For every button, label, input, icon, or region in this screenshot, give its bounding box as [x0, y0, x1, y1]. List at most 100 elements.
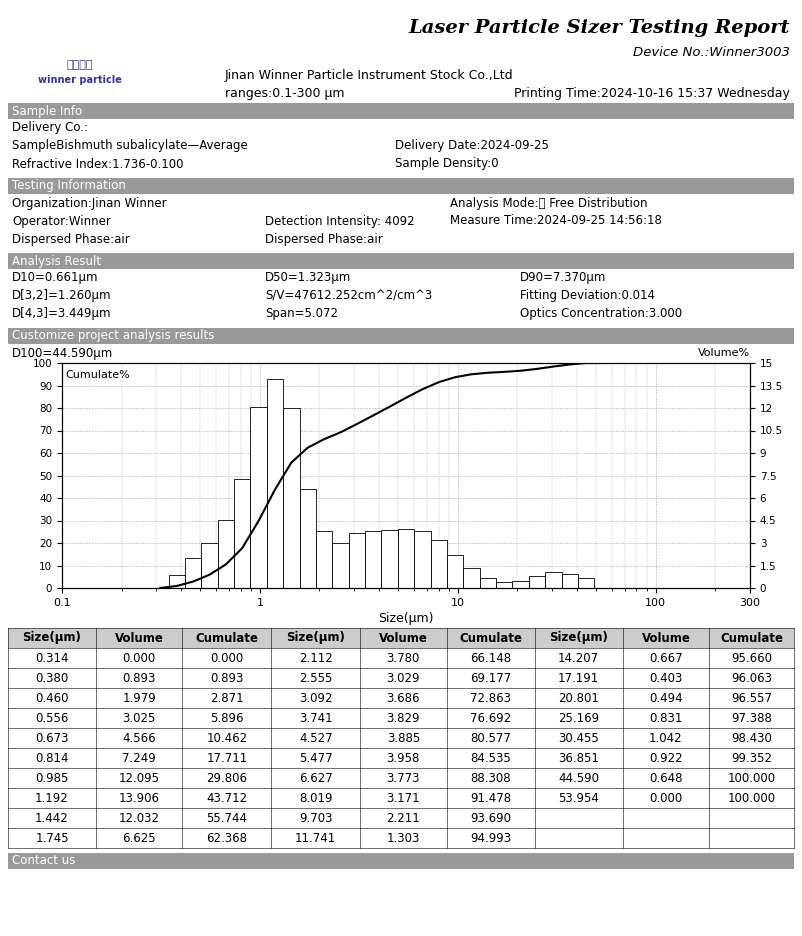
Bar [398, 529, 414, 588]
Bar [8, 328, 794, 344]
Text: 9.703: 9.703 [299, 812, 333, 825]
Text: 5.477: 5.477 [299, 752, 333, 765]
Bar [234, 479, 250, 588]
Text: D100=44.590μm: D100=44.590μm [12, 346, 113, 359]
Bar [316, 532, 332, 588]
Text: Sample Info: Sample Info [12, 105, 82, 118]
Bar [414, 532, 431, 588]
Text: 96.557: 96.557 [731, 692, 772, 705]
Text: 91.478: 91.478 [470, 792, 511, 805]
Text: 94.993: 94.993 [470, 831, 511, 844]
Text: Cumulate: Cumulate [459, 632, 522, 645]
Text: 3.029: 3.029 [387, 671, 420, 684]
Text: 0.314: 0.314 [35, 651, 69, 665]
Text: Size(μm): Size(μm) [22, 632, 82, 645]
Text: 0.922: 0.922 [649, 752, 683, 765]
Text: 0.403: 0.403 [649, 671, 683, 684]
Text: 14.207: 14.207 [558, 651, 599, 665]
Bar [332, 543, 349, 588]
Text: Jinan Winner Particle Instrument Stock Co.,Ltd: Jinan Winner Particle Instrument Stock C… [225, 68, 513, 81]
Text: 0.000: 0.000 [210, 651, 244, 665]
Text: 11.741: 11.741 [295, 831, 336, 844]
Text: 100.000: 100.000 [727, 792, 776, 805]
Text: Size(μm): Size(μm) [549, 632, 608, 645]
Text: 29.806: 29.806 [206, 771, 247, 784]
Bar [496, 582, 512, 588]
Text: 0.460: 0.460 [35, 692, 69, 705]
Text: Optics Concentration:3.000: Optics Concentration:3.000 [520, 308, 683, 320]
Text: 80.577: 80.577 [470, 732, 511, 744]
Text: Measure Time:2024-09-25 14:56:18: Measure Time:2024-09-25 14:56:18 [450, 214, 662, 227]
Text: 10.462: 10.462 [206, 732, 248, 744]
Text: Analysis Result: Analysis Result [12, 255, 101, 268]
Bar [8, 628, 794, 648]
Bar [480, 578, 496, 588]
Text: 3.773: 3.773 [387, 771, 420, 784]
Text: 3.686: 3.686 [387, 692, 420, 705]
Text: Cumulate%: Cumulate% [66, 370, 130, 380]
Bar [8, 103, 794, 119]
Text: D10=0.661μm: D10=0.661μm [12, 271, 99, 285]
Bar [8, 253, 794, 269]
Text: 55.744: 55.744 [206, 812, 247, 825]
Text: 1.192: 1.192 [35, 792, 69, 805]
Text: 3.741: 3.741 [299, 711, 333, 724]
Text: 98.430: 98.430 [731, 732, 772, 744]
Text: D90=7.370μm: D90=7.370μm [520, 271, 606, 285]
Text: 17.711: 17.711 [206, 752, 248, 765]
Bar [512, 580, 529, 588]
Bar [349, 533, 365, 588]
Text: 96.063: 96.063 [731, 671, 772, 684]
Text: 3.171: 3.171 [387, 792, 420, 805]
Text: 3.958: 3.958 [387, 752, 420, 765]
Text: 4.566: 4.566 [123, 732, 156, 744]
Text: Delivery Co.:: Delivery Co.: [12, 122, 88, 135]
Bar [168, 575, 185, 588]
Text: 43.712: 43.712 [206, 792, 248, 805]
Text: 4.527: 4.527 [299, 732, 333, 744]
Bar [8, 178, 794, 194]
Text: 12.032: 12.032 [119, 812, 160, 825]
Text: 2.871: 2.871 [210, 692, 244, 705]
Text: Volume: Volume [379, 632, 427, 645]
Text: 99.352: 99.352 [731, 752, 772, 765]
Text: SampleBishmuth subalicylate—Average: SampleBishmuth subalicylate—Average [12, 139, 248, 153]
Text: 2.555: 2.555 [299, 671, 332, 684]
Text: 0.494: 0.494 [649, 692, 683, 705]
Text: 88.308: 88.308 [470, 771, 511, 784]
Text: D[4,3]=3.449μm: D[4,3]=3.449μm [12, 308, 111, 320]
Text: 44.590: 44.590 [558, 771, 599, 784]
Text: 2.211: 2.211 [387, 812, 420, 825]
Text: Organization:Jinan Winner: Organization:Jinan Winner [12, 197, 167, 210]
Text: 3.829: 3.829 [387, 711, 420, 724]
Bar [299, 489, 316, 588]
Text: 66.148: 66.148 [470, 651, 511, 665]
Text: 0.000: 0.000 [650, 792, 683, 805]
Text: Testing Information: Testing Information [12, 180, 126, 193]
Text: 25.169: 25.169 [558, 711, 599, 724]
Text: Cumulate: Cumulate [196, 632, 258, 645]
Text: 93.690: 93.690 [470, 812, 511, 825]
Bar [185, 558, 201, 588]
Text: 3.092: 3.092 [299, 692, 333, 705]
Text: 20.801: 20.801 [558, 692, 599, 705]
Text: 12.095: 12.095 [119, 771, 160, 784]
Text: 95.660: 95.660 [731, 651, 772, 665]
Text: Dispersed Phase:air: Dispersed Phase:air [12, 232, 130, 245]
Text: Fitting Deviation:0.014: Fitting Deviation:0.014 [520, 289, 655, 302]
Text: Volume: Volume [115, 632, 164, 645]
Text: 62.368: 62.368 [206, 831, 247, 844]
Text: Detection Intensity: 4092: Detection Intensity: 4092 [265, 214, 415, 227]
Bar [431, 540, 447, 588]
Bar [250, 406, 267, 588]
Text: 2.112: 2.112 [299, 651, 333, 665]
Text: Delivery Date:2024-09-25: Delivery Date:2024-09-25 [395, 139, 549, 153]
Text: 3.025: 3.025 [123, 711, 156, 724]
Text: 0.673: 0.673 [35, 732, 69, 744]
Text: winner particle: winner particle [38, 75, 122, 85]
Bar [464, 568, 480, 588]
Text: Span=5.072: Span=5.072 [265, 308, 338, 320]
Text: 5.896: 5.896 [210, 711, 244, 724]
Text: Sample Density:0: Sample Density:0 [395, 157, 499, 170]
Text: 1.745: 1.745 [35, 831, 69, 844]
